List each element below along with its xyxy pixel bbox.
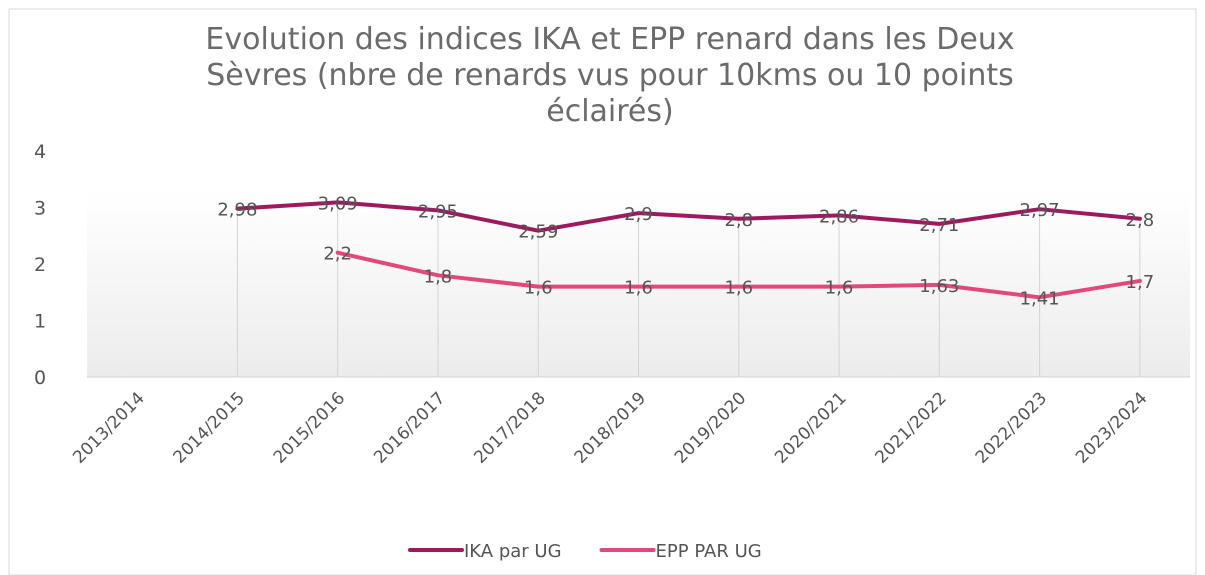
chart-title: Evolution des indices IKA et EPP renard … [205,22,1015,129]
data-label: 2,8 [724,210,753,231]
data-label: 2,8 [1126,210,1155,231]
data-label: 1,6 [724,278,753,299]
data-label: 2,71 [919,215,959,236]
data-label: 2,9 [624,204,653,225]
y-tick-label: 0 [34,367,46,389]
data-label: 2,86 [819,206,859,227]
data-label: 3,09 [318,193,358,214]
legend-label: EPP PAR UG [656,541,762,562]
data-label: 1,63 [919,276,959,297]
data-label: 1,41 [1020,288,1060,309]
data-label: 2,59 [518,222,558,243]
data-label: 2,98 [217,200,257,221]
data-label: 2,97 [1020,200,1060,221]
data-label: 2,95 [418,201,458,222]
data-label: 1,6 [825,278,854,299]
y-tick-label: 1 [34,311,46,333]
y-tick-label: 3 [34,198,46,220]
data-label: 1,8 [424,266,453,287]
y-tick-label: 2 [34,254,46,276]
series-line [235,200,1142,233]
series-line [335,250,1142,300]
data-label: 1,7 [1126,272,1155,293]
data-label: 1,6 [524,278,553,299]
data-label: 2,2 [323,244,352,265]
data-label: 1,6 [624,278,653,299]
y-tick-label: 4 [34,141,46,163]
legend-label: IKA par UG [464,541,562,562]
